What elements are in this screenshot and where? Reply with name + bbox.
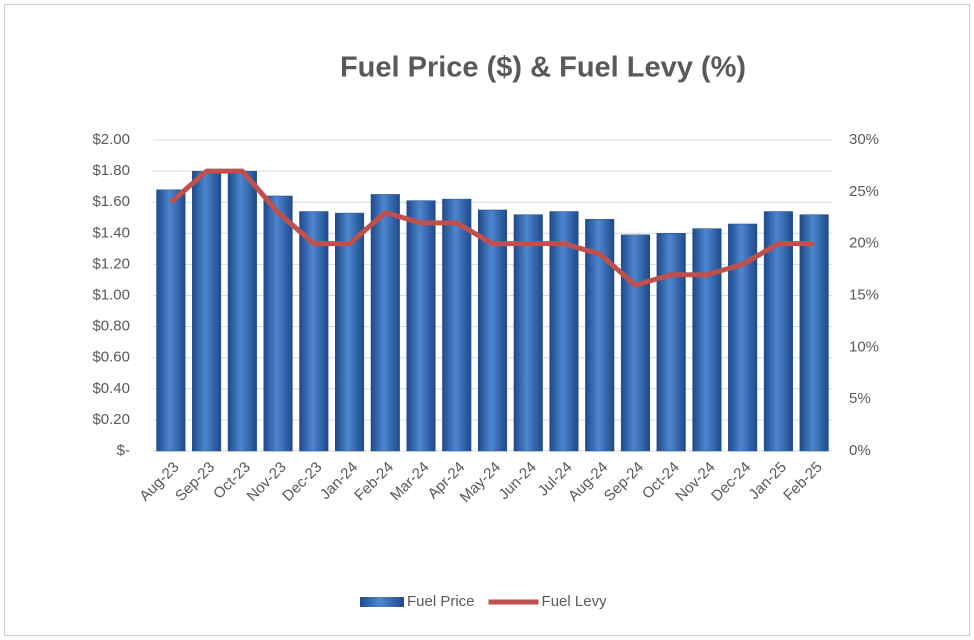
y2-tick-label: 15%	[849, 286, 879, 303]
chart-title: Fuel Price ($) & Fuel Levy (%)	[340, 52, 746, 84]
bar	[406, 200, 436, 452]
y2-tick-label: 25%	[849, 183, 879, 200]
line	[169, 168, 815, 288]
y-tick-label: $1.00	[92, 286, 130, 303]
bar	[513, 214, 543, 452]
bar	[549, 211, 579, 452]
y2-tick-label: 20%	[849, 235, 879, 252]
y-tick-label: $-	[117, 442, 130, 459]
bar	[156, 189, 186, 452]
bar	[585, 219, 615, 452]
bar	[370, 194, 400, 452]
y-tick-label: $1.80	[92, 162, 130, 179]
bar	[799, 214, 829, 452]
bar	[620, 234, 650, 452]
y2-tick-label: 30%	[849, 131, 879, 148]
bar	[299, 211, 329, 452]
y-tick-label: $0.20	[92, 411, 130, 428]
bar	[227, 170, 257, 452]
legend-label: Fuel Levy	[542, 593, 608, 610]
y2-tick-label: 10%	[849, 338, 879, 355]
y-tick-label: $1.40	[92, 224, 130, 241]
bar	[477, 209, 508, 452]
bar	[656, 233, 686, 452]
y-tick-label: $1.60	[92, 193, 130, 210]
bar	[263, 195, 293, 452]
bar	[692, 228, 722, 452]
bar	[442, 198, 472, 452]
legend-label: Fuel Price	[407, 593, 475, 610]
bar	[192, 170, 222, 452]
bar	[335, 212, 365, 452]
y-tick-label: $0.40	[92, 380, 130, 397]
y2-tick-label: 0%	[849, 442, 871, 459]
y-tick-label: $2.00	[92, 131, 130, 148]
legend-swatch	[360, 597, 404, 607]
y2-tick-label: 5%	[849, 390, 871, 407]
y-tick-label: $0.60	[92, 349, 130, 366]
y-tick-label: $0.80	[92, 318, 130, 335]
y-tick-label: $1.20	[92, 255, 130, 272]
